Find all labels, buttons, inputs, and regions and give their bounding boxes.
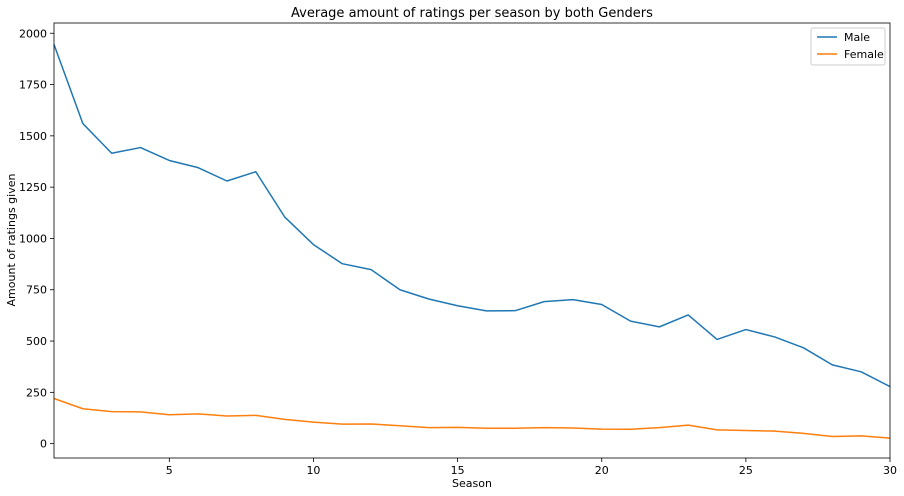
y-tick-label: 0 (40, 438, 47, 451)
x-tick-label: 5 (166, 464, 173, 477)
series-line-male (53, 44, 891, 388)
x-tick-label: 10 (306, 464, 320, 477)
x-tick-label: 15 (451, 464, 465, 477)
y-tick-label: 1250 (19, 181, 47, 194)
x-tick-label: 20 (595, 464, 609, 477)
plot-frame (53, 22, 891, 459)
y-axis: 0 250 500 750 1000 1250 1500 1750 2000 (19, 27, 54, 451)
x-axis: 5 10 15 20 25 30 (166, 458, 897, 477)
y-tick-label: 250 (26, 386, 47, 399)
y-axis-label: Amount of ratings given (5, 174, 18, 307)
y-tick-label: 750 (26, 284, 47, 297)
y-tick-label: 1000 (19, 232, 47, 245)
legend: Male Female (810, 27, 886, 66)
y-tick-label: 1500 (19, 130, 47, 143)
chart-title: Average amount of ratings per season by … (291, 6, 653, 21)
x-tick-label: 30 (883, 464, 897, 477)
legend-label-male: Male (844, 31, 870, 44)
legend-label-female: Female (844, 48, 884, 61)
y-tick-label: 2000 (19, 27, 47, 40)
series-line-female (53, 397, 891, 439)
x-axis-label: Season (452, 477, 492, 490)
y-tick-label: 1750 (19, 79, 47, 92)
series-lines (53, 44, 891, 439)
y-tick-label: 500 (26, 335, 47, 348)
x-tick-label: 25 (739, 464, 753, 477)
